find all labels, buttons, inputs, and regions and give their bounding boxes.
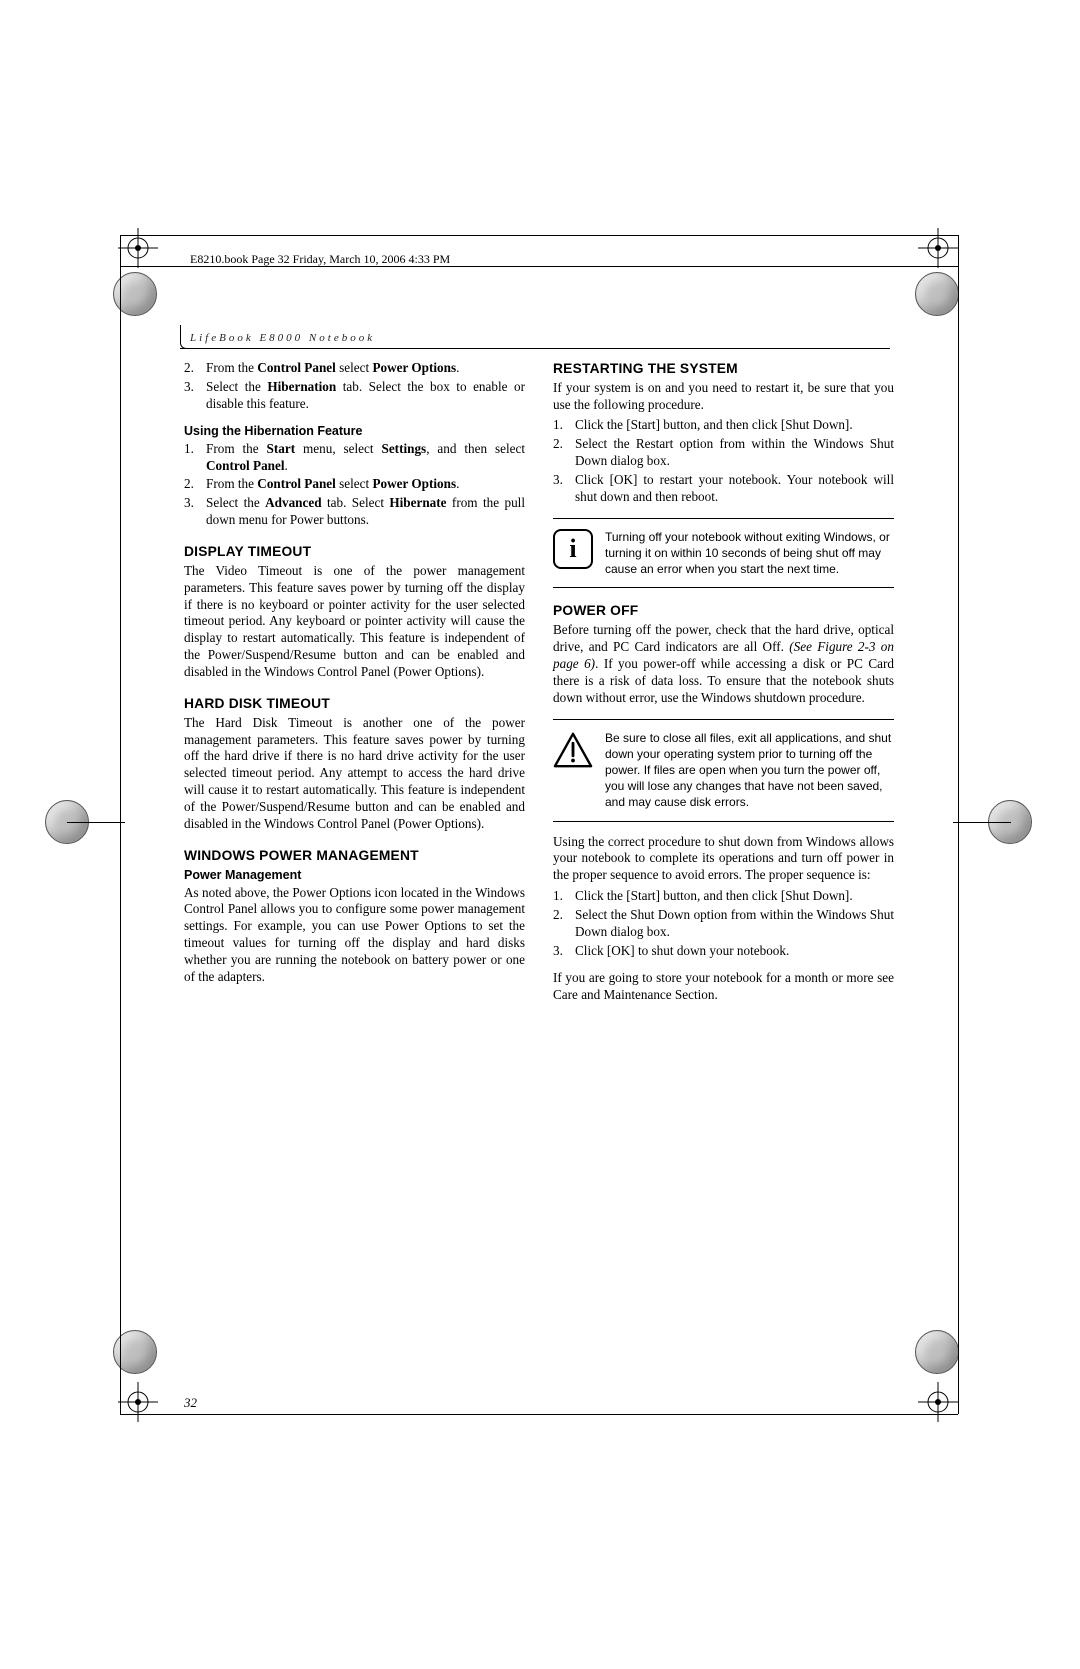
list-item: 3.Select the Hibernation tab. Select the…	[184, 379, 525, 413]
warning-icon	[553, 730, 593, 770]
list-item: 1.From the Start menu, select Settings, …	[184, 441, 525, 475]
reg-mark	[915, 1330, 959, 1374]
ordered-list: 1.Click the [Start] button, and then cli…	[553, 417, 894, 505]
list-item: 3.Click [OK] to restart your notebook. Y…	[553, 472, 894, 506]
list-item: 2.From the Control Panel select Power Op…	[184, 360, 525, 377]
body-text: If your system is on and you need to res…	[553, 380, 894, 414]
list-item: 3.Click [OK] to shut down your notebook.	[553, 943, 894, 960]
running-head: LifeBook E8000 Notebook	[190, 332, 375, 344]
frame-line	[953, 822, 1011, 823]
running-head-rule	[180, 348, 890, 349]
page-header-line: E8210.book Page 32 Friday, March 10, 200…	[190, 252, 450, 267]
list-item: 3.Select the Advanced tab. Select Hibern…	[184, 495, 525, 529]
crop-mark-icon	[118, 1382, 158, 1422]
body-text: As noted above, the Power Options icon l…	[184, 885, 525, 986]
right-column: RESTARTING THE SYSTEM If your system is …	[553, 360, 894, 1008]
section-heading: HARD DISK TIMEOUT	[184, 695, 525, 713]
running-head-hook	[180, 325, 188, 349]
list-item: 1.Click the [Start] button, and then cli…	[553, 417, 894, 434]
page-number: 32	[184, 1395, 197, 1411]
list-item: 2.Select the Restart option from within …	[553, 436, 894, 470]
crop-mark-icon	[918, 1382, 958, 1422]
body-text: The Video Timeout is one of the power ma…	[184, 563, 525, 681]
section-heading: POWER OFF	[553, 602, 894, 620]
section-heading: RESTARTING THE SYSTEM	[553, 360, 894, 378]
frame-line	[120, 235, 121, 1414]
body-text: Using the correct procedure to shut down…	[553, 834, 894, 885]
list-item: 1.Click the [Start] button, and then cli…	[553, 888, 894, 905]
info-note: i Turning off your notebook without exit…	[553, 518, 894, 589]
note-text: Be sure to close all files, exit all app…	[605, 730, 894, 811]
frame-line	[120, 1414, 958, 1415]
frame-line	[120, 235, 958, 236]
body-text: The Hard Disk Timeout is another one of …	[184, 715, 525, 833]
warning-note: Be sure to close all files, exit all app…	[553, 719, 894, 822]
frame-line	[958, 235, 959, 1414]
ordered-list: 1.Click the [Start] button, and then cli…	[553, 888, 894, 960]
frame-line	[67, 822, 125, 823]
crop-mark-icon	[918, 228, 958, 268]
reg-mark	[915, 272, 959, 316]
section-heading: WINDOWS POWER MANAGEMENT	[184, 847, 525, 865]
note-text: Turning off your notebook without exitin…	[605, 529, 894, 578]
subheading: Using the Hibernation Feature	[184, 423, 525, 439]
section-heading: DISPLAY TIMEOUT	[184, 543, 525, 561]
body-text: Before turning off the power, check that…	[553, 622, 894, 706]
list-item: 2.Select the Shut Down option from withi…	[553, 907, 894, 941]
left-column: 2.From the Control Panel select Power Op…	[184, 360, 525, 1008]
ordered-list: 2.From the Control Panel select Power Op…	[184, 360, 525, 413]
subheading: Power Management	[184, 867, 525, 883]
ordered-list: 1.From the Start menu, select Settings, …	[184, 441, 525, 529]
info-icon: i	[553, 529, 593, 569]
crop-mark-icon	[118, 228, 158, 268]
content-area: 2.From the Control Panel select Power Op…	[184, 360, 894, 1008]
body-text: If you are going to store your notebook …	[553, 970, 894, 1004]
list-item: 2.From the Control Panel select Power Op…	[184, 476, 525, 493]
